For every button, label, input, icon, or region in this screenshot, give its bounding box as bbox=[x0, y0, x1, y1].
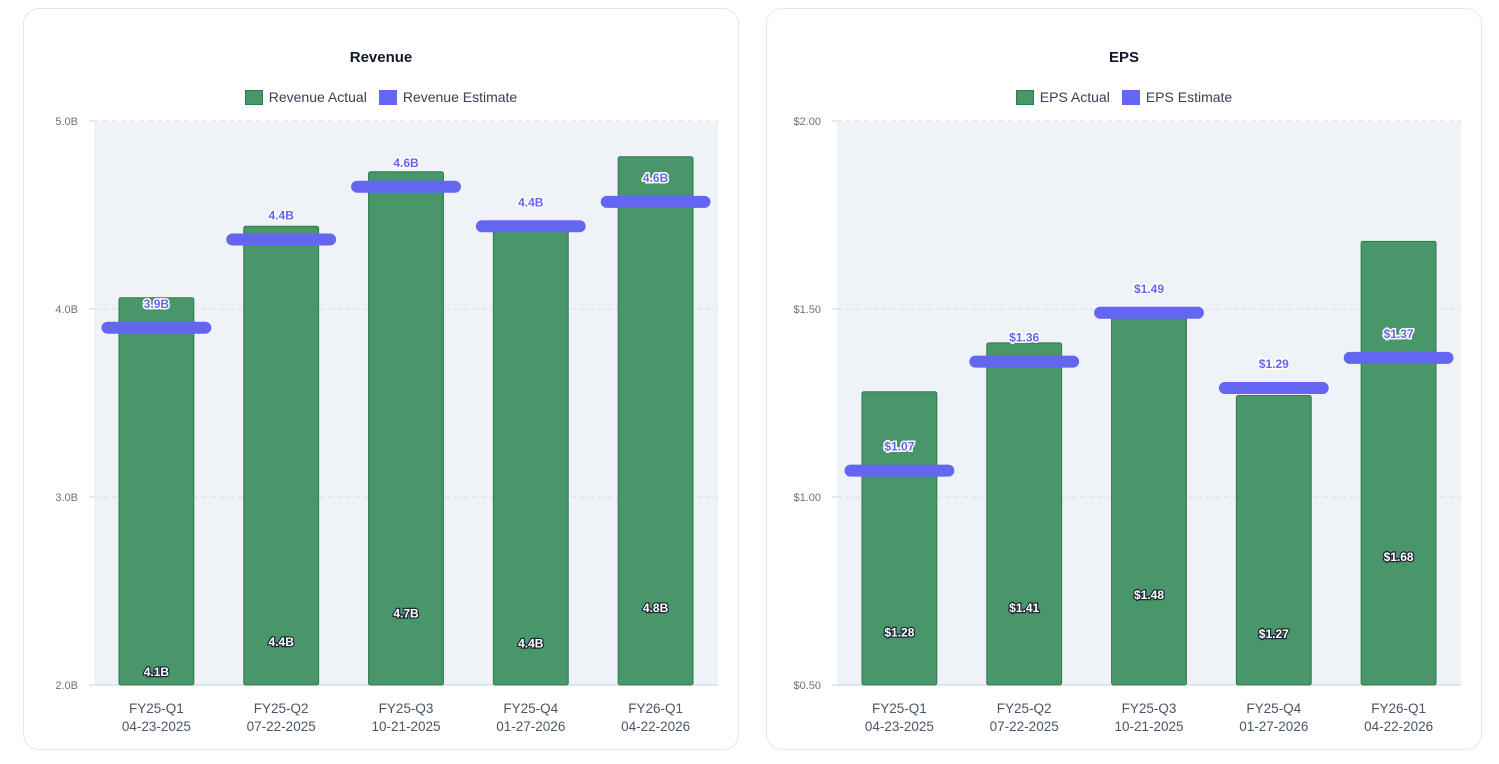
x-tick-label-quarter: FY25-Q2 bbox=[254, 701, 309, 716]
revenue-chart-card: Revenue Revenue Actual Revenue Estimate … bbox=[23, 8, 739, 750]
estimate-label: $1.49 bbox=[1134, 282, 1164, 296]
estimate-marker bbox=[844, 464, 955, 477]
x-tick-label-quarter: FY25-Q4 bbox=[503, 701, 558, 716]
estimate-label: $1.29 bbox=[1259, 357, 1289, 371]
x-tick-label-date: 10-21-2025 bbox=[1114, 719, 1183, 734]
estimate-label: 3.9B bbox=[144, 297, 170, 311]
estimate-marker bbox=[475, 220, 586, 233]
bar-actual-label: $1.48 bbox=[1134, 588, 1164, 602]
estimate-marker bbox=[226, 233, 337, 246]
y-tick-label: $2.00 bbox=[793, 116, 821, 128]
eps-chart-card: EPS EPS Actual EPS Estimate $0.50 $1.00 $1… bbox=[766, 8, 1482, 750]
x-tick-label-quarter: FY25-Q2 bbox=[997, 701, 1052, 716]
estimate-marker bbox=[1343, 351, 1454, 364]
x-tick-label-date: 01-27-2026 bbox=[1239, 719, 1308, 734]
x-tick-label-date: 10-21-2025 bbox=[371, 719, 440, 734]
estimate-marker bbox=[1094, 306, 1204, 319]
legend-swatch-actual bbox=[1015, 89, 1034, 105]
revenue-chart-svg: 2.0B 3.0B 4.0B 5.0B 4.1B 3.9B FY25-Q1 04-23-202… bbox=[55, 116, 718, 734]
estimate-marker bbox=[101, 321, 212, 334]
legend-label-actual: Revenue Actual bbox=[268, 89, 367, 105]
bar-actual bbox=[861, 391, 938, 686]
chart-title: Revenue bbox=[349, 49, 413, 66]
estimate-label: $1.36 bbox=[1009, 331, 1039, 345]
x-tick-label-date: 04-23-2025 bbox=[122, 719, 191, 734]
bar-actual-label: 4.4B bbox=[518, 637, 544, 651]
legend-swatch-estimate bbox=[378, 89, 397, 105]
estimate-label: 4.6B bbox=[393, 156, 419, 170]
x-tick-label-date: 04-22-2026 bbox=[1364, 719, 1433, 734]
estimate-label: 4.4B bbox=[518, 195, 544, 209]
bar-actual-label: $1.68 bbox=[1384, 550, 1414, 564]
x-tick-label-quarter: FY26-Q1 bbox=[1371, 701, 1426, 716]
estimate-marker bbox=[600, 195, 711, 208]
legend-label-actual: EPS Actual bbox=[1039, 89, 1110, 105]
legend-item-estimate[interactable]: Revenue Estimate bbox=[378, 89, 518, 105]
y-tick-label: 3.0B bbox=[55, 492, 78, 504]
x-tick-label-date: 04-23-2025 bbox=[865, 719, 934, 734]
legend-swatch-estimate bbox=[1121, 89, 1140, 105]
legend-label-estimate: Revenue Estimate bbox=[402, 89, 518, 105]
bar-actual bbox=[617, 156, 694, 686]
estimate-label: $1.07 bbox=[884, 440, 914, 454]
bar-actual bbox=[1360, 240, 1437, 686]
y-tick-label: 4.0B bbox=[55, 304, 78, 316]
x-tick-label-quarter: FY25-Q1 bbox=[129, 701, 184, 716]
x-tick-label-quarter: FY26-Q1 bbox=[628, 701, 683, 716]
bar-actual-label: 4.1B bbox=[144, 665, 170, 679]
bar-actual bbox=[1111, 316, 1187, 686]
x-tick-label-date: 07-22-2025 bbox=[990, 719, 1059, 734]
y-tick-label: $0.50 bbox=[793, 680, 821, 692]
x-tick-label-quarter: FY25-Q3 bbox=[1122, 701, 1177, 716]
estimate-label: 4.4B bbox=[269, 208, 295, 222]
estimate-label: 4.6B bbox=[643, 171, 669, 185]
x-tick-label-date: 01-27-2026 bbox=[496, 719, 565, 734]
chart-legend: EPS Actual EPS Estimate bbox=[767, 89, 1481, 105]
estimate-marker bbox=[351, 180, 461, 193]
x-tick-label-quarter: FY25-Q1 bbox=[872, 701, 927, 716]
estimate-marker bbox=[1218, 381, 1329, 394]
bar-actual-label: $1.28 bbox=[884, 625, 914, 639]
x-tick-label-quarter: FY25-Q4 bbox=[1246, 701, 1301, 716]
bar-actual bbox=[492, 229, 569, 686]
bar-actual-label: 4.8B bbox=[643, 601, 669, 615]
eps-chart-svg: $0.50 $1.00 $1.50 $2.00 $1.28 $1.07 FY25-Q1 04-… bbox=[793, 116, 1461, 734]
estimate-label: $1.37 bbox=[1384, 327, 1414, 341]
x-tick-label-date: 07-22-2025 bbox=[247, 719, 316, 734]
legend-item-actual[interactable]: Revenue Actual bbox=[244, 89, 367, 105]
bar-actual-label: 4.4B bbox=[269, 635, 295, 649]
chart-title: EPS bbox=[1108, 49, 1139, 66]
legend-label-estimate: EPS Estimate bbox=[1145, 89, 1233, 105]
y-tick-label: $1.50 bbox=[793, 304, 821, 316]
bar-actual bbox=[986, 342, 1063, 686]
bar-actual bbox=[1235, 394, 1312, 686]
y-tick-label: $1.00 bbox=[793, 492, 821, 504]
bar-actual bbox=[368, 171, 444, 686]
bar-actual bbox=[243, 225, 320, 686]
chart-legend: Revenue Actual Revenue Estimate bbox=[24, 89, 738, 105]
y-tick-label: 2.0B bbox=[55, 680, 78, 692]
bar-actual bbox=[118, 297, 195, 686]
bar-actual-label: $1.41 bbox=[1009, 601, 1039, 615]
y-tick-label: 5.0B bbox=[55, 116, 78, 128]
x-tick-label-date: 04-22-2026 bbox=[621, 719, 690, 734]
x-tick-label-quarter: FY25-Q3 bbox=[379, 701, 434, 716]
bar-actual-label: $1.27 bbox=[1259, 627, 1289, 641]
legend-item-actual[interactable]: EPS Actual bbox=[1015, 89, 1110, 105]
legend-item-estimate[interactable]: EPS Estimate bbox=[1121, 89, 1233, 105]
estimate-marker bbox=[969, 355, 1080, 368]
legend-swatch-actual bbox=[244, 89, 263, 105]
bar-actual-label: 4.7B bbox=[393, 607, 419, 621]
